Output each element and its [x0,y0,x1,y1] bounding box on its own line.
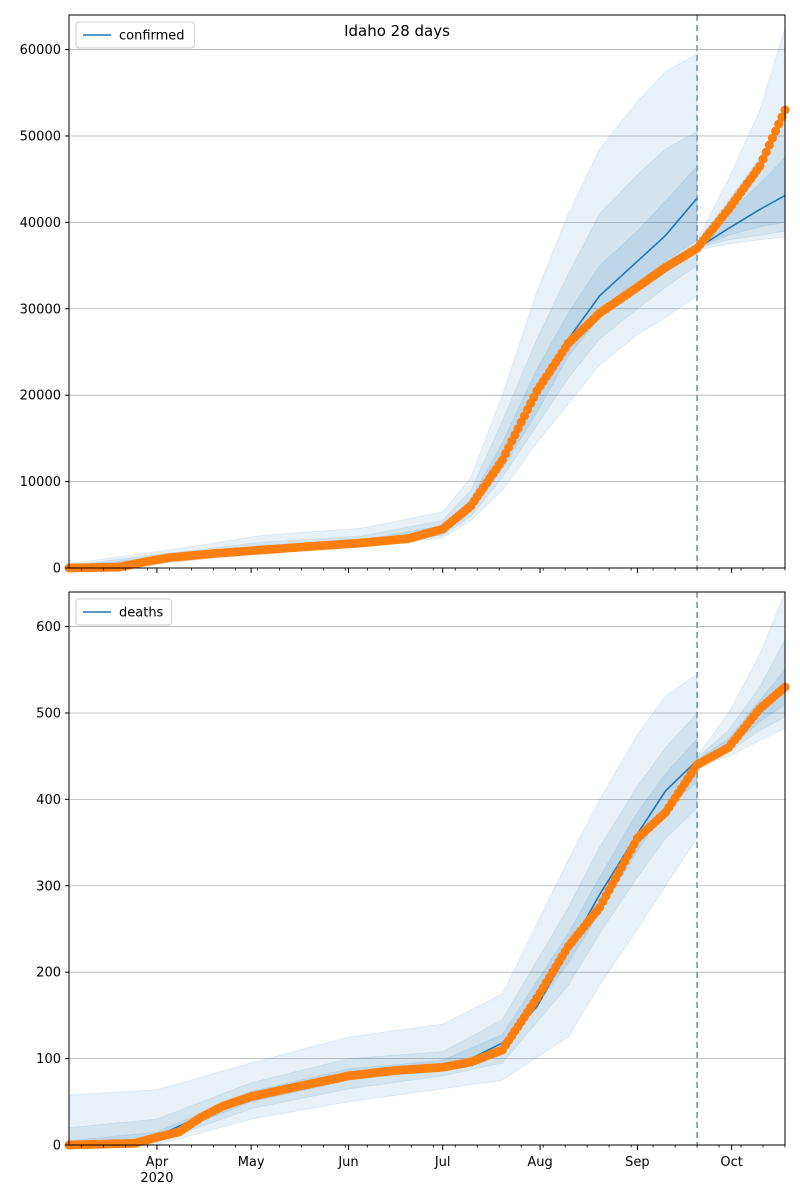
axes-frame [68,14,786,569]
y-tick-label: 100 [36,1052,61,1067]
legend: confirmed [75,21,195,49]
observed-point [771,126,781,136]
legend: deaths [75,598,173,626]
observed-point [764,140,774,150]
uncertainty-band-middle [68,711,698,1146]
y-tick-label: 0 [53,1139,61,1154]
x-tick-label: Jul [434,1155,451,1170]
x-tick-label: Oct [720,1155,742,1170]
observed-point [758,154,768,164]
x-tick-label: May [238,1155,265,1170]
y-tick-label: 300 [36,879,61,894]
y-tick-label: 200 [36,966,61,981]
confirmed-panel: 0 10000 20000 30000 40000 50000 60000 confirmed [20,14,790,577]
forecast-line [696,194,786,249]
y-tick-label: 0 [53,562,61,577]
x-tick-label: Aug [527,1155,552,1170]
legend-label: confirmed [119,29,185,44]
legend-box [75,21,195,49]
deaths-panel: 0 100 200 300 400 500 600 Apr May Jun Jul Aug Sep Oct… [36,591,790,1186]
uncertainty-band-outer [68,673,698,1146]
observed-point [761,147,771,157]
observed-point [767,133,777,143]
x-tick-label: Jun [337,1155,358,1170]
x-year-label: 2020 [140,1171,173,1186]
observed-point [755,161,765,171]
observed-points [64,682,790,1150]
y-tick-label: 40000 [20,216,61,231]
y-tick-label: 60000 [20,43,61,58]
y-tick-label: 600 [36,620,61,635]
y-tick-label: 50000 [20,129,61,144]
x-tick-label: Apr [146,1155,169,1170]
y-tick-label: 10000 [20,475,61,490]
observed-point [777,112,787,122]
observed-point [774,119,784,129]
y-tick-label: 400 [36,793,61,808]
chart-title: Idaho 28 days [344,22,450,40]
observed-points [64,105,790,573]
legend-label: deaths [119,606,164,621]
x-tick-label: Sep [625,1155,650,1170]
y-tick-label: 500 [36,706,61,721]
y-tick-label: 30000 [20,302,61,317]
legend-box [75,598,173,626]
axes-frame [68,591,786,1146]
y-tick-label: 20000 [20,389,61,404]
